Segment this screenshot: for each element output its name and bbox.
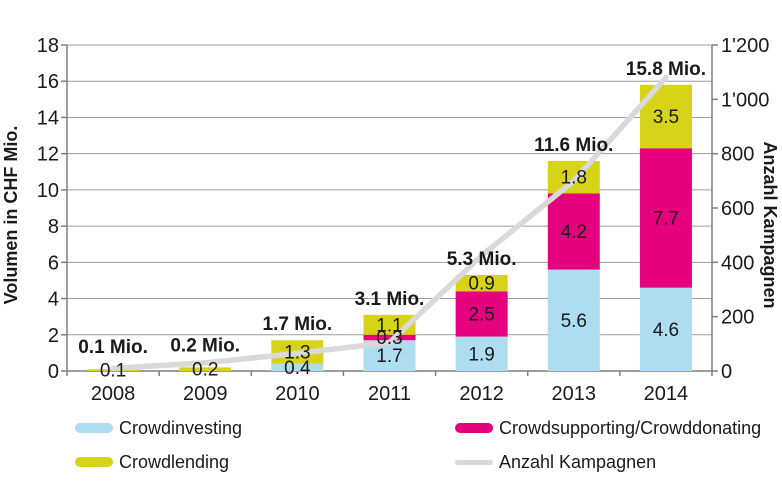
bar-segment-crowdlending-2009 [179, 367, 232, 371]
legend-item-anzahl-kampagnen: Anzahl Kampagnen [455, 452, 656, 472]
left-axis-tick-label: 8 [48, 216, 59, 238]
segment-value-label: 5.6 [561, 311, 587, 332]
anzahl-kampagnen-line-swatch [455, 459, 493, 465]
x-axis-year-label: 2014 [644, 383, 689, 405]
left-axis-tick-label: 0 [48, 361, 59, 383]
x-axis-year-label: 2012 [459, 383, 504, 405]
x-axis-year-label: 2013 [552, 383, 597, 405]
bar-segment-crowdlending-2012 [455, 275, 508, 292]
bar-segment-crowdinvesting-2010 [271, 363, 324, 371]
kampagnen-line [110, 74, 669, 372]
left-axis-tick-label: 6 [48, 252, 59, 274]
segment-value-label: 0.2 [192, 360, 218, 381]
legend-item-crowdinvesting: Crowdinvesting [75, 418, 242, 438]
left-axis-tick-label: 18 [37, 35, 59, 57]
left-axis-tick-label: 12 [37, 144, 59, 166]
x-axis-year-label: 2010 [275, 383, 320, 405]
segment-value-label: 0.9 [468, 274, 494, 295]
left-axis-title: Volumen in CHF Mio. [1, 126, 21, 305]
segment-value-label: 3.5 [653, 107, 679, 128]
segment-value-label: 4.6 [653, 320, 679, 341]
legend-item-crowdlending: Crowdlending [75, 452, 229, 472]
bar-total-label: 11.6 Mio. [534, 135, 613, 156]
left-axis-tick-label: 16 [37, 71, 59, 93]
left-axis-tick-label: 14 [37, 107, 59, 129]
segment-value-label: 1.9 [468, 344, 494, 365]
segment-value-label: 1.1 [376, 315, 402, 336]
legend-label: Crowdsupporting/Crowddonating [499, 417, 762, 438]
bar-total-label: 0.1 Mio. [78, 337, 148, 358]
right-axis-tick-label: 600 [721, 198, 754, 220]
segment-value-label: 0.3 [376, 328, 402, 349]
legend-label: Crowdlending [119, 451, 230, 472]
segment-value-label: 1.7 [376, 346, 402, 367]
right-axis-tick-label: 1'000 [721, 89, 769, 111]
legend-item-crowdsupporting-crowddonating: Crowdsupporting/Crowddonating [455, 418, 761, 438]
bar-total-label: 15.8 Mio. [626, 59, 706, 80]
bar-segment-crowdsupporting-crowddonating-2014 [639, 148, 692, 288]
left-axis-tick-label: 10 [37, 180, 59, 202]
segment-value-label: 4.2 [561, 222, 587, 243]
crowdlending-swatch [75, 457, 113, 467]
crowdsupporting-crowddonating-swatch [455, 423, 493, 433]
bar-segment-crowdinvesting-2012 [455, 336, 508, 371]
bar-total-label: 0.2 Mio. [170, 335, 240, 356]
segment-value-label: 2.5 [468, 304, 494, 325]
x-axis-year-label: 2008 [91, 383, 136, 405]
right-axis-tick-label: 1'200 [721, 35, 769, 57]
bar-segment-crowdsupporting-crowddonating-2012 [455, 291, 508, 337]
right-axis-title: Anzahl Kampagnen [760, 141, 780, 308]
x-axis-year-label: 2011 [368, 383, 411, 405]
segment-value-label: 7.7 [653, 208, 679, 229]
right-axis-tick-label: 200 [721, 307, 754, 329]
crowdinvesting-swatch [75, 423, 113, 433]
bar-segment-crowdsupporting-crowddonating-2013 [547, 193, 600, 270]
left-axis-tick-label: 2 [48, 325, 59, 347]
bar-segment-crowdinvesting-2014 [639, 287, 692, 371]
legend-label: Anzahl Kampagnen [499, 451, 657, 472]
bar-segment-crowdsupporting-crowddonating-2011 [363, 334, 416, 341]
left-axis-tick-label: 4 [48, 289, 59, 311]
right-axis-tick-label: 0 [721, 361, 732, 383]
segment-value-label: 1.8 [561, 168, 587, 189]
bar-total-label: 3.1 Mio. [355, 289, 425, 310]
segment-value-label: 0.1 [100, 361, 126, 382]
segment-value-label: 1.3 [284, 342, 310, 363]
segment-value-label: 0.4 [284, 358, 311, 379]
bar-total-label: 1.7 Mio. [263, 314, 333, 335]
right-axis-tick-label: 400 [721, 252, 754, 274]
bar-segment-crowdinvesting-2013 [547, 269, 600, 371]
bar-total-label: 5.3 Mio. [447, 249, 517, 270]
legend-label: Crowdinvesting [119, 417, 243, 438]
x-axis-year-label: 2009 [183, 383, 228, 405]
right-axis-tick-label: 800 [721, 144, 754, 166]
